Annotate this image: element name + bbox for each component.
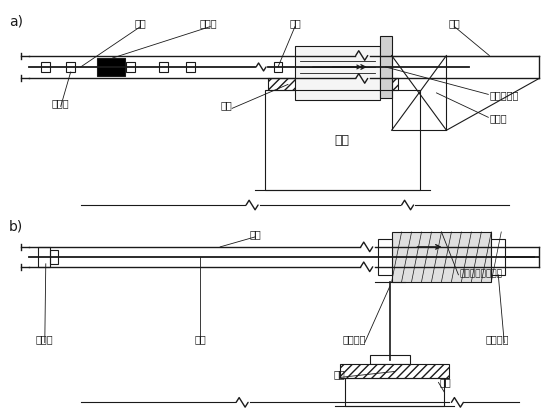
Text: a): a) — [9, 15, 23, 29]
Text: 传力支架: 传力支架 — [343, 335, 366, 344]
Bar — [41, 62, 50, 72]
Text: 桥墩: 桥墩 — [440, 378, 451, 387]
Text: 桥墩: 桥墩 — [335, 134, 350, 147]
Bar — [66, 62, 75, 72]
Text: 穿心式水平千斤顶: 穿心式水平千斤顶 — [459, 270, 502, 279]
Text: 拉杆: 拉杆 — [289, 18, 301, 29]
Text: 拉杆: 拉杆 — [134, 18, 146, 29]
Text: 梁体: 梁体 — [449, 18, 460, 29]
Bar — [380, 36, 391, 98]
Bar — [273, 62, 282, 72]
Bar — [186, 62, 195, 72]
Bar — [491, 239, 505, 275]
Text: 连接器: 连接器 — [52, 98, 69, 108]
Text: 滑板: 滑板 — [334, 370, 346, 380]
Bar — [340, 365, 450, 378]
Text: b): b) — [9, 220, 23, 234]
Text: 水平千斤顶: 水平千斤顶 — [489, 90, 519, 100]
Bar — [268, 79, 398, 90]
Text: 锚固器: 锚固器 — [199, 18, 217, 29]
Bar — [50, 250, 58, 264]
Text: 梁体: 梁体 — [249, 229, 261, 239]
Text: 锚固器: 锚固器 — [36, 335, 54, 344]
Text: 滑板: 滑板 — [221, 100, 232, 110]
Bar — [377, 239, 391, 275]
Bar — [126, 62, 135, 72]
Bar — [97, 58, 124, 76]
Bar — [295, 45, 380, 100]
Text: 传力架: 传力架 — [489, 113, 507, 123]
Bar — [370, 354, 409, 365]
Bar — [391, 232, 491, 282]
Bar — [159, 62, 168, 72]
Bar — [265, 90, 419, 190]
Bar — [391, 55, 446, 130]
Bar — [38, 247, 50, 267]
Text: 拉杆: 拉杆 — [194, 335, 206, 344]
Text: 拉杆夹具: 拉杆夹具 — [486, 335, 509, 344]
Bar — [345, 378, 445, 406]
